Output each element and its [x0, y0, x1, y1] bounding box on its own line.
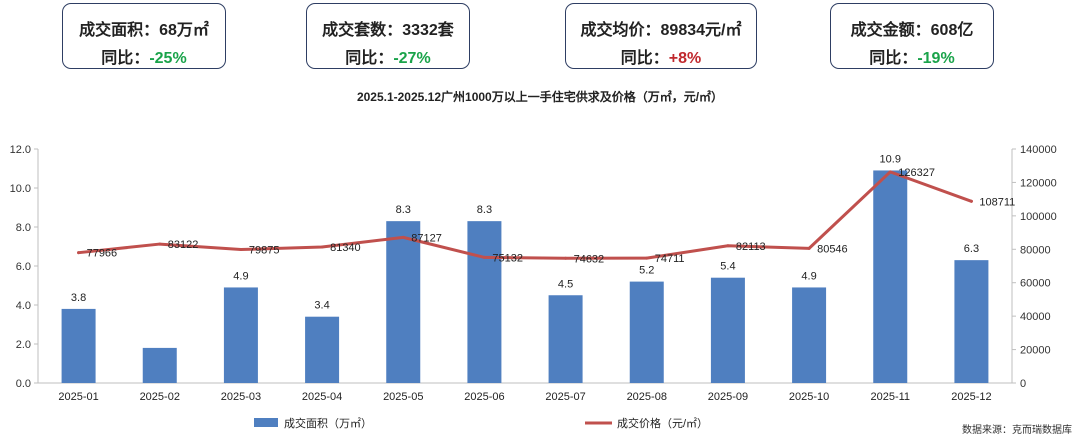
y-right-tick-label: 60000 [1020, 278, 1051, 290]
kpi-price-value: 成交均价：89834元/㎡ [580, 22, 742, 39]
line-point [401, 235, 405, 239]
x-tick-label: 2025-11 [870, 391, 910, 403]
line-data-label: 108711 [979, 196, 1015, 208]
bar [548, 295, 583, 383]
line-data-label: 79875 [249, 244, 280, 256]
line-data-label: 74632 [574, 253, 605, 265]
legend-bar-label: 成交面积（万㎡） [284, 416, 372, 430]
bar-data-label: 3.4 [314, 300, 329, 312]
kpi-units-value: 成交套数：3332套 [322, 22, 454, 39]
y-right-tick-label: 140000 [1020, 144, 1057, 156]
line-point [158, 242, 162, 246]
x-tick-label: 2025-07 [545, 391, 585, 403]
bar-data-label: 6.3 [964, 243, 979, 255]
y-right-tick-label: 100000 [1020, 211, 1057, 223]
bar [223, 287, 258, 383]
bar [61, 308, 96, 383]
y-right-tick-label: 40000 [1020, 311, 1051, 323]
y-left-tick-label: 0.0 [16, 378, 31, 390]
line-point [320, 245, 324, 249]
y-right-tick-label: 20000 [1020, 345, 1051, 357]
line-point [645, 256, 649, 260]
line-data-label: 87127 [411, 232, 442, 244]
line-point [807, 246, 811, 250]
kpi-amount-yoy-value: -19% [917, 50, 955, 67]
data-source: 数据来源：克而瑞数据库 [962, 425, 1072, 436]
bar-data-label: 4.9 [233, 270, 248, 282]
x-tick-label: 2025-03 [221, 391, 261, 403]
bar-data-label: 4.5 [558, 278, 573, 290]
bar [873, 170, 908, 383]
bar-data-label: 5.4 [720, 261, 735, 273]
line-data-label: 82113 [736, 241, 766, 253]
x-tick-label: 2025-12 [951, 391, 991, 403]
bar [629, 281, 664, 383]
kpi-card-units: 成交套数：3332套 同比：-27% [306, 3, 470, 69]
kpi-units-yoy-value: -27% [393, 50, 431, 67]
bar-data-label: 3.8 [71, 292, 86, 304]
x-tick-label: 2025-08 [627, 391, 667, 403]
bar [305, 316, 340, 383]
bar [954, 260, 989, 383]
line-data-label: 126327 [898, 167, 935, 179]
bar [386, 221, 421, 383]
bar-data-label: 8.3 [396, 204, 411, 216]
kpi-card-price: 成交均价：89834元/㎡ 同比：+8% [565, 3, 757, 69]
kpi-price-yoy: 同比：+8% [620, 50, 702, 67]
kpi-card-area: 成交面积：68万㎡ 同比：-25% [62, 3, 226, 69]
line-data-label: 80546 [817, 243, 848, 255]
line-point [77, 251, 81, 255]
line-point [482, 255, 486, 259]
bar-data-label: 8.3 [477, 204, 492, 216]
y-left-tick-label: 6.0 [16, 261, 31, 273]
line-data-label: 77966 [87, 248, 118, 260]
bar [467, 221, 502, 383]
line-data-label: 81340 [330, 242, 361, 254]
line-point [888, 170, 892, 174]
chart-title: 2025.1-2025.12广州1000万以上一手住宅供求及价格（万㎡，元/㎡） [356, 90, 724, 104]
bar-data-label: 10.9 [880, 153, 901, 165]
line-data-label: 75132 [492, 252, 523, 264]
bar-data-label: 4.9 [801, 270, 816, 282]
y-right-tick-label: 80000 [1020, 244, 1051, 256]
kpi-area-yoy: 同比：-25% [101, 50, 187, 67]
x-tick-label: 2025-01 [58, 391, 98, 403]
line-data-label: 83122 [168, 239, 199, 251]
bar [142, 347, 177, 383]
price-line [77, 170, 973, 260]
line-point [726, 244, 730, 248]
y-right-tick-label: 0 [1020, 378, 1026, 390]
kpi-area-value: 成交面积：68万㎡ [79, 22, 209, 39]
y-left-tick-label: 4.0 [16, 300, 31, 312]
line-point [969, 199, 973, 203]
y-left-tick-label: 12.0 [10, 144, 31, 156]
y-left-tick-label: 2.0 [16, 339, 31, 351]
legend-bar-swatch [254, 418, 278, 427]
x-tick-label: 2025-04 [302, 391, 342, 403]
bar [792, 287, 827, 383]
x-tick-label: 2025-09 [708, 391, 748, 403]
kpi-area-yoy-value: -25% [149, 50, 187, 67]
x-tick-label: 2025-10 [789, 391, 829, 403]
bar [710, 277, 745, 383]
x-tick-label: 2025-06 [464, 391, 504, 403]
kpi-amount-yoy: 同比：-19% [869, 50, 955, 67]
y-left-tick-label: 8.0 [16, 222, 31, 234]
kpi-amount-value: 成交金额：608亿 [850, 22, 974, 39]
y-right-tick-label: 120000 [1020, 177, 1057, 189]
line-data-label: 74711 [655, 253, 685, 265]
kpi-card-amount: 成交金额：608亿 同比：-19% [830, 3, 994, 69]
bar-data-label: 5.2 [639, 265, 654, 277]
x-tick-label: 2025-02 [140, 391, 180, 403]
x-tick-label: 2025-05 [383, 391, 423, 403]
legend-line-label: 成交价格（元/㎡） [617, 416, 708, 430]
kpi-price-yoy-value: +8% [668, 50, 702, 67]
y-left-tick-label: 10.0 [10, 183, 31, 195]
line-point [564, 256, 568, 260]
line-point [239, 247, 243, 251]
kpi-units-yoy: 同比：-27% [345, 50, 431, 67]
